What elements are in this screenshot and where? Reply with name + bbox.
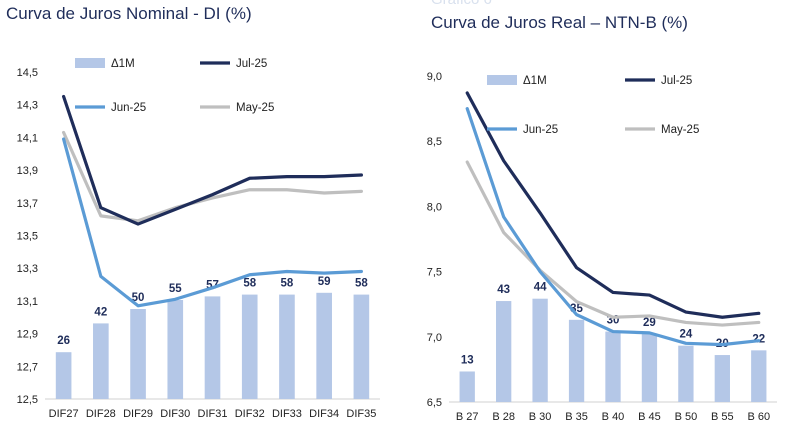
x-tick-label: B 50 [675,411,698,423]
y-tick-label: 7,0 [427,332,442,344]
delta-bar [167,300,184,399]
legend-label: Jun-25 [523,124,558,136]
chart-panel-ntnb: Gráfico 6 Curva de Juros Real – NTN-B (%… [397,0,794,429]
legend-swatch-bar [75,58,105,68]
delta-bar [55,352,72,399]
bar-data-label: 58 [355,278,368,290]
series-line-jun-25 [62,137,363,308]
x-tick-label: B 35 [565,411,588,423]
chart-svg-ntnb: 6,5 7,0 7,5 8,0 8,5 9,0 B 27 B 28 B 30 B 35 B 40 B … [427,71,777,423]
legend-label: Jul-25 [236,58,267,70]
chart-svg-di: 12,5 12,7 12,9 13,1 13,3 13,5 13,7 13,9 14,1 14,3… [17,58,380,420]
delta-bar [568,319,585,402]
series-line-may-25 [465,160,761,327]
delta-bar [751,350,767,402]
y-tick-label: 13,1 [17,296,38,308]
x-tick-label: B 60 [747,411,770,423]
delta-bar [496,301,512,402]
legend-label: Δ1M [523,75,547,87]
y-tick-label: 6,5 [427,397,442,409]
legend-label: Jul-25 [661,75,692,87]
bar-data-label: 24 [679,329,692,341]
chart-title-di: Curva de Juros Nominal - DI (%) [6,4,252,23]
chart-title-ntnb: Curva de Juros Real – NTN-B (%) [431,13,688,32]
delta-bar [279,294,295,399]
delta-bar [532,298,548,402]
y-tick-label: 12,7 [17,361,38,373]
y-tick-label: 12,9 [17,329,38,341]
bar-data-label: 44 [534,282,547,294]
x-tick-label: DIF28 [86,408,116,420]
delta-bar [130,309,146,399]
y-tick-label: 8,5 [427,136,442,148]
x-tick-label: DIF30 [160,408,190,420]
x-tick-label: DIF33 [272,408,302,420]
legend-label: May-25 [236,102,274,114]
y-tick-label: 7,5 [427,267,442,279]
x-tick-label: DIF34 [309,408,339,420]
x-tick-label: DIF27 [49,408,79,420]
bar-data-label: 50 [132,292,145,304]
y-tick-label: 9,0 [427,71,442,83]
chart-overlay-text: Gráfico 6 [431,0,492,8]
legend-label: Jun-25 [111,102,146,114]
y-tick-label: 13,3 [17,263,38,275]
delta-bar [678,345,694,402]
bar-data-label: 59 [318,276,331,288]
bar-data-label: 55 [169,283,182,295]
x-tick-label: B 55 [711,411,734,423]
delta-bar [641,333,658,402]
bar-data-label: 58 [243,278,256,290]
y-tick-label: 14,3 [17,100,38,112]
x-tick-label: DIF31 [198,408,228,420]
y-tick-label: 13,9 [17,165,38,177]
y-tick-label: 13,7 [17,198,38,210]
delta-bar [353,294,370,399]
series-line-jul-25 [465,91,761,319]
legend-swatch-bar [487,75,517,85]
delta-bar [714,355,730,402]
legend-label: Δ1M [111,58,135,70]
bar-data-label: 13 [461,354,474,366]
bar-data-label: 29 [643,317,656,329]
x-tick-label: DIF29 [123,408,153,420]
series-line-jun-25 [465,106,761,347]
delta-bar [241,294,258,399]
x-tick-label: DIF35 [346,408,376,420]
bar-data-label: 42 [94,306,107,318]
delta-bar [316,292,332,399]
x-tick-label: B 40 [602,411,625,423]
series-line-jul-25 [62,94,363,226]
bar-data-label: 26 [57,335,70,347]
chart-panel-di: Curva de Juros Nominal - DI (%) 12,5 12,7… [6,4,380,420]
y-tick-label: 12,5 [17,394,38,406]
bar-data-label: 43 [497,284,510,296]
x-tick-label: DIF32 [235,408,265,420]
legend-label: May-25 [661,124,699,136]
x-tick-label: B 27 [456,411,479,423]
delta-bar [605,331,621,402]
y-tick-label: 14,5 [17,67,38,79]
delta-bar [204,296,221,399]
y-tick-label: 8,0 [427,201,442,213]
delta-bar [459,371,475,402]
x-tick-label: B 45 [638,411,661,423]
series-line-may-25 [62,130,363,223]
x-tick-label: B 28 [492,411,515,423]
x-tick-label: B 30 [529,411,552,423]
y-tick-label: 14,1 [17,132,38,144]
delta-bar [93,323,109,399]
y-tick-label: 13,5 [17,231,38,243]
bar-data-label: 58 [281,278,294,290]
